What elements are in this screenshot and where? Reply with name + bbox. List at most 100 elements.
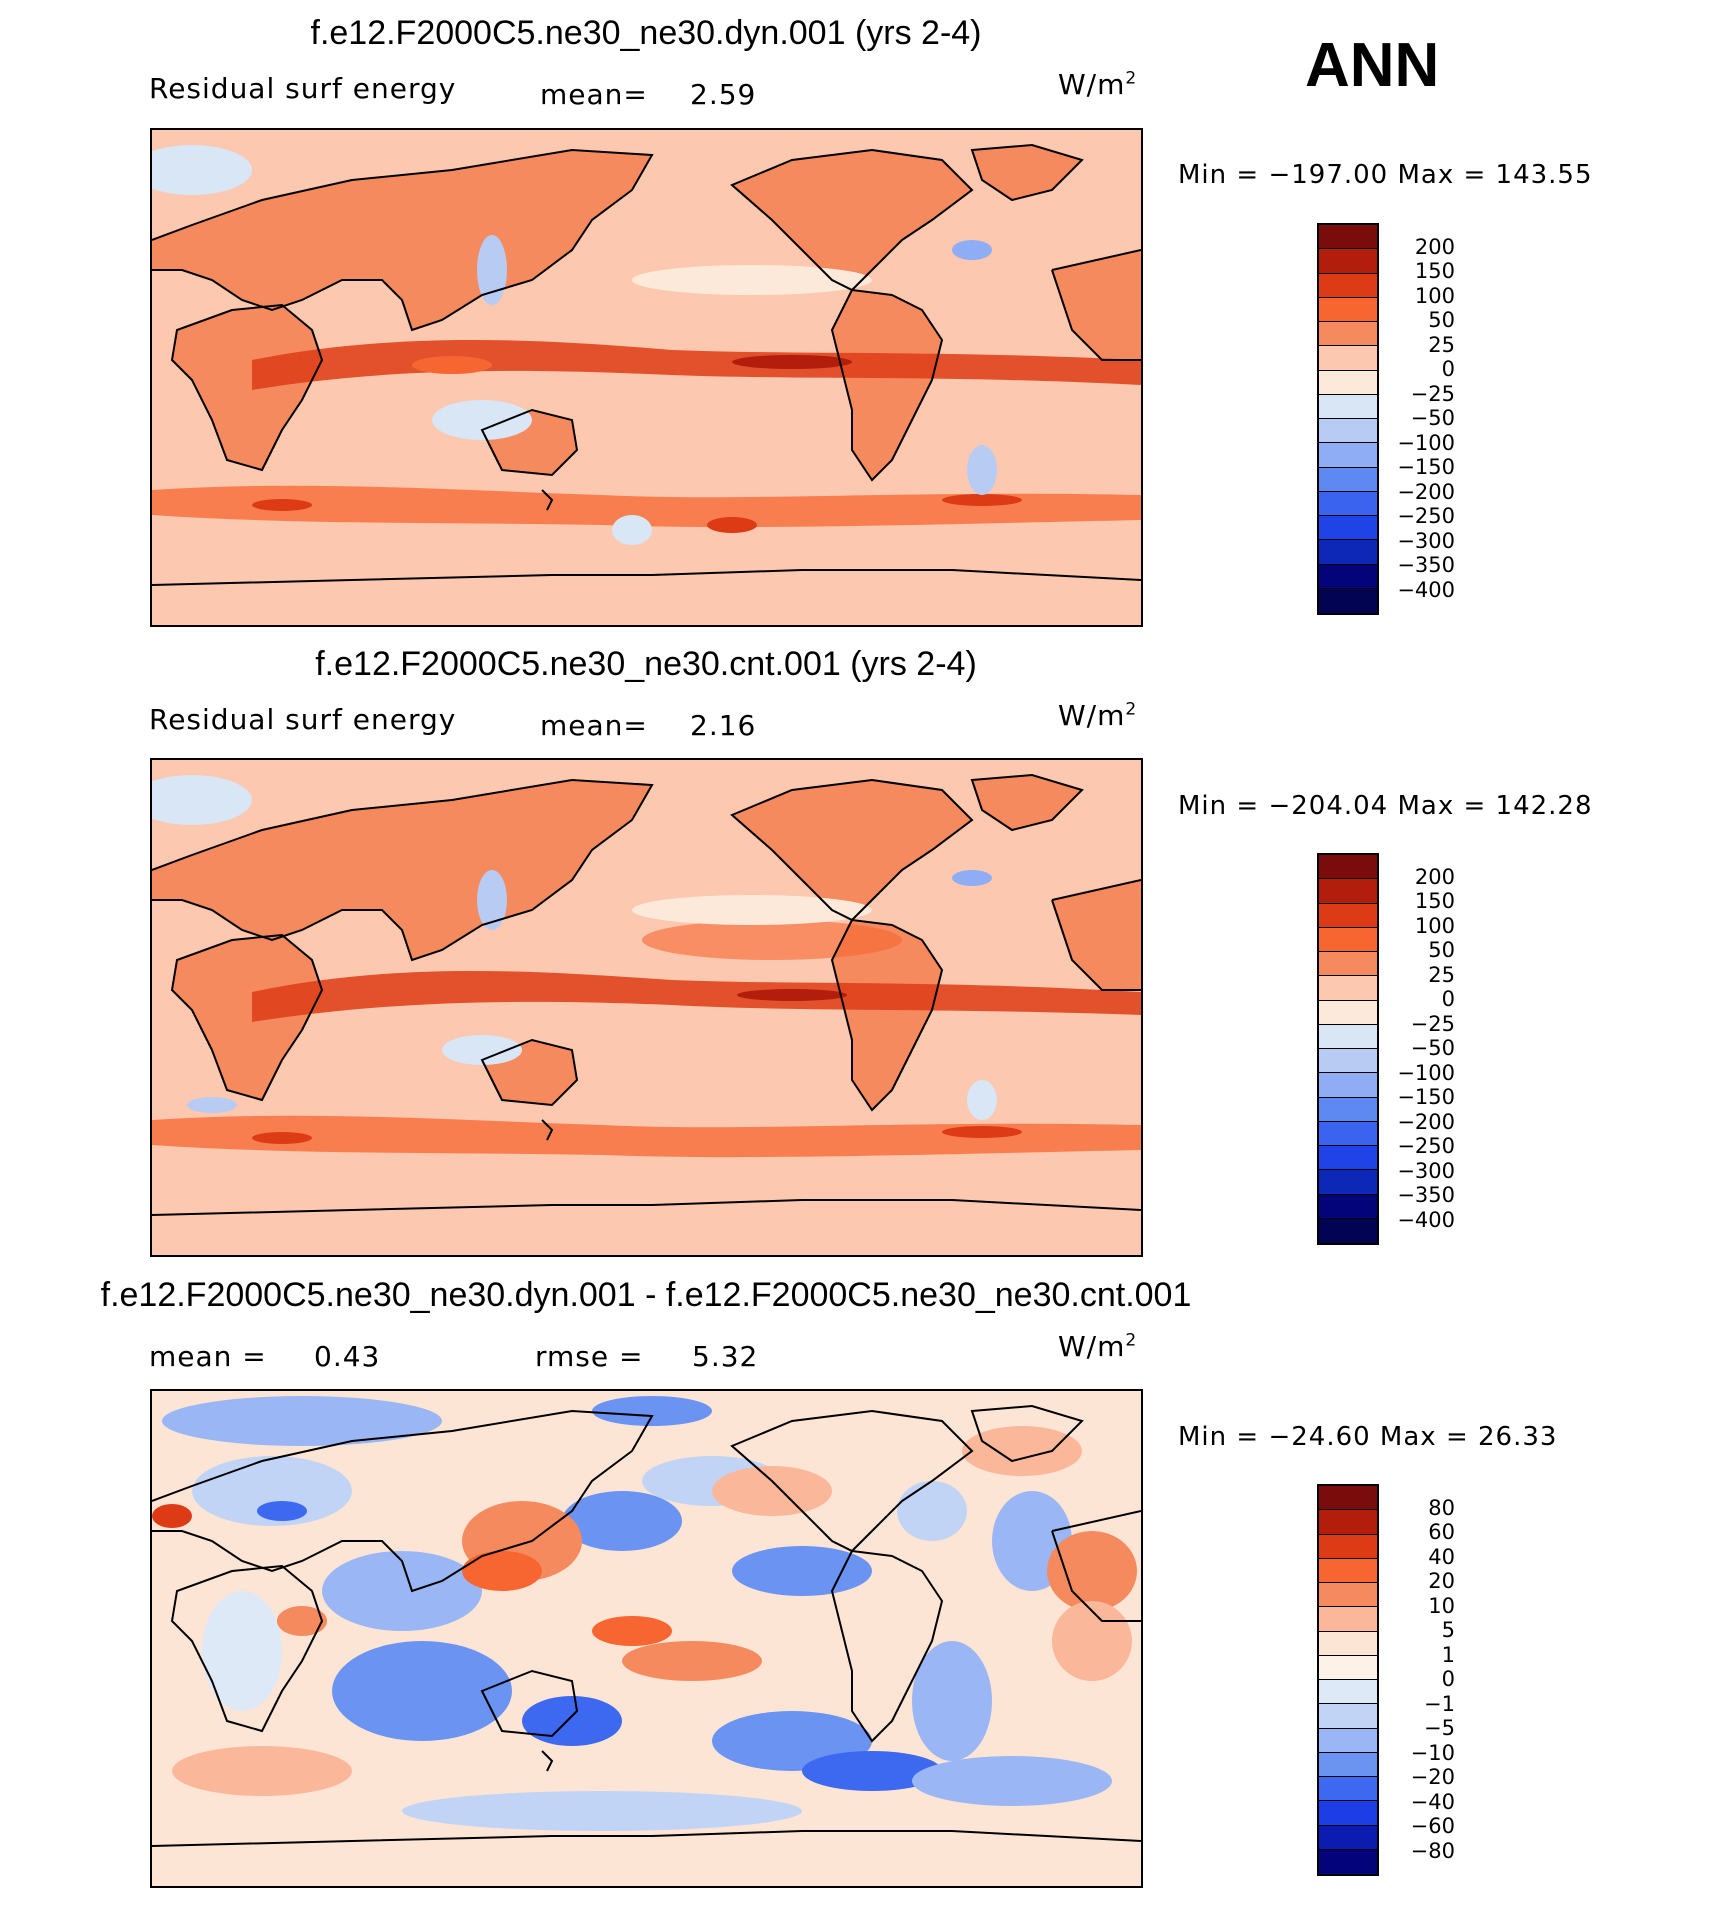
colorbar-tick-label: −300: [1397, 528, 1455, 553]
colorbar-tick-label: 60: [1428, 1520, 1455, 1544]
colorbar-tick-label: 25: [1428, 962, 1455, 987]
panel-2-mean-label: mean=: [540, 709, 648, 742]
colorbar-tick-label: −80: [1410, 1838, 1455, 1863]
colorbar-swatch: [1319, 1534, 1377, 1559]
colorbar-swatch: [1319, 1097, 1377, 1122]
land-fill: [152, 145, 1141, 480]
panel-1-minmax: Min = −197.00 Max = 143.55: [1178, 160, 1593, 190]
colorbar-tick-label: 150: [1414, 259, 1455, 283]
colorbar-tick-label: 40: [1428, 1544, 1455, 1569]
panel-1-units: W/m2: [1058, 68, 1138, 101]
panel-3-mean-value: 0.43: [314, 1340, 381, 1373]
colorbar-swatch: [1319, 1146, 1377, 1171]
colorbar-tick-label: −20: [1410, 1765, 1455, 1789]
panel-3-rmse-value: 5.32: [692, 1340, 759, 1373]
panel-3-map-svg: [152, 1391, 1141, 1886]
panel-3-rmse-label: rmse =: [535, 1340, 644, 1373]
colorbar-tick-label: −50: [1410, 1036, 1455, 1060]
panel-2-minmax: Min = −204.04 Max = 142.28: [1178, 791, 1593, 821]
colorbar-tick-label: 25: [1428, 332, 1455, 357]
panel-3-units: W/m2: [1058, 1330, 1138, 1363]
colorbar-tick-label: −200: [1397, 1109, 1455, 1134]
southern-band: [152, 485, 1141, 533]
panel-3-map: [150, 1389, 1143, 1888]
positive-anomalies: [152, 1426, 1137, 1796]
colorbar-tick-label: 20: [1428, 1569, 1455, 1593]
colorbar-tick-label: −100: [1397, 430, 1455, 455]
colorbar-tick-label: −150: [1397, 455, 1455, 479]
colorbar-tick-label: −50: [1410, 406, 1455, 430]
colorbar-tick-label: 100: [1414, 913, 1455, 938]
colorbar-swatch: [1319, 1049, 1377, 1074]
colorbar-tick-label: −400: [1397, 1207, 1455, 1232]
colorbar-swatch: [1319, 346, 1377, 371]
panel-1-map: [150, 128, 1143, 627]
panel-3-mean-label: mean =: [149, 1340, 267, 1373]
colorbar-tick-label: −150: [1397, 1085, 1455, 1109]
colorbar-swatch: [1319, 1194, 1377, 1219]
colorbar-swatch: [1319, 1218, 1377, 1243]
tropical-bands: [252, 340, 1141, 390]
colorbar-swatch: [1319, 879, 1377, 904]
colorbar-swatch: [1319, 297, 1377, 322]
colorbar-swatch: [1319, 1680, 1377, 1705]
panel-1-variable-label: Residual surf energy: [149, 72, 457, 105]
colorbar-swatch: [1319, 273, 1377, 298]
colorbar-swatch: [1319, 1486, 1377, 1511]
colorbar-swatch: [1319, 976, 1377, 1001]
colorbar-tick-label: 200: [1414, 234, 1455, 259]
colorbar-swatch: [1319, 1655, 1377, 1680]
panel-1-mean-value: 2.59: [690, 78, 757, 111]
season-label: ANN: [1305, 31, 1440, 100]
colorbar-tick-label: −250: [1397, 1134, 1455, 1158]
panel-3-colorbar: [1317, 1484, 1379, 1876]
panel-1-mean-label: mean=: [540, 78, 648, 111]
colorbar-swatch: [1319, 1000, 1377, 1025]
colorbar-swatch: [1319, 1121, 1377, 1146]
colorbar-tick-label: −25: [1410, 1011, 1455, 1036]
colorbar-swatch: [1319, 1801, 1377, 1826]
panel-2-title: f.e12.F2000C5.ne30_ne30.cnt.001 (yrs 2-4…: [315, 645, 977, 683]
colorbar-tick-label: −10: [1410, 1740, 1455, 1765]
colorbar-tick-label: 200: [1414, 864, 1455, 889]
colorbar-tick-label: 50: [1428, 308, 1455, 332]
colorbar-swatch: [1319, 249, 1377, 274]
colorbar-tick-label: 0: [1441, 987, 1455, 1011]
panel-1-colorbar: [1317, 223, 1379, 615]
colorbar-swatch: [1319, 1073, 1377, 1098]
antarctica: [152, 570, 1141, 625]
colorbar-swatch: [1319, 1607, 1377, 1632]
panel-2-mean-value: 2.16: [690, 709, 757, 742]
colorbar-tick-label: 0: [1441, 357, 1455, 381]
land-fill: [152, 775, 1141, 1110]
colorbar-swatch: [1319, 855, 1377, 880]
colorbar-swatch: [1319, 903, 1377, 928]
colorbar-swatch: [1319, 491, 1377, 516]
colorbar-swatch: [1319, 1510, 1377, 1535]
colorbar-swatch: [1319, 1583, 1377, 1608]
panel-2-units: W/m2: [1058, 699, 1138, 732]
southern-band: [152, 1115, 1141, 1158]
colorbar-tick-label: −1: [1424, 1691, 1455, 1716]
coastlines: [152, 1404, 1141, 1847]
colorbar-swatch: [1319, 1024, 1377, 1049]
colorbar-swatch: [1319, 394, 1377, 419]
colorbar-swatch: [1319, 225, 1377, 250]
colorbar-tick-label: 50: [1428, 938, 1455, 962]
colorbar-swatch: [1319, 1704, 1377, 1729]
colorbar-tick-label: −100: [1397, 1060, 1455, 1085]
panel-2-map-svg: [152, 760, 1141, 1255]
colorbar-swatch: [1319, 467, 1377, 492]
colorbar-tick-label: −250: [1397, 504, 1455, 528]
colorbar-swatch: [1319, 1631, 1377, 1656]
colorbar-swatch: [1319, 370, 1377, 395]
colorbar-swatch: [1319, 1849, 1377, 1874]
panel-2-colorbar: [1317, 853, 1379, 1245]
colorbar-tick-label: 1: [1441, 1642, 1455, 1667]
panel-1-title: f.e12.F2000C5.ne30_ne30.dyn.001 (yrs 2-4…: [310, 14, 982, 52]
colorbar-tick-label: −350: [1397, 553, 1455, 577]
colorbar-swatch: [1319, 1558, 1377, 1583]
colorbar-swatch: [1319, 564, 1377, 589]
panel-2-map: [150, 758, 1143, 1257]
negative-patches: [152, 145, 997, 545]
